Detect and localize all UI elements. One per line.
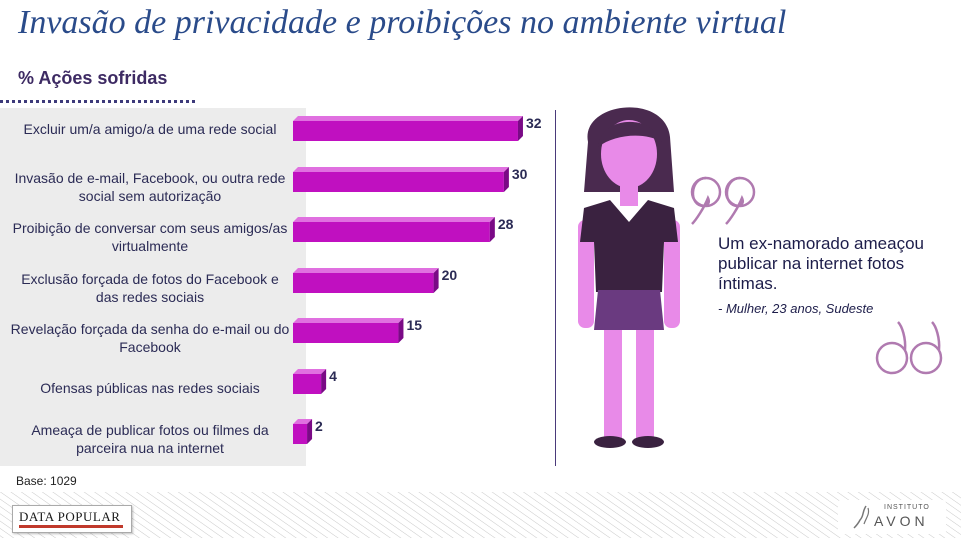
bar-side-3 — [489, 217, 495, 242]
avon-figure-icon — [853, 505, 870, 529]
right-leg — [636, 330, 654, 438]
bar-4 — [293, 273, 434, 293]
avon-label: AVON — [874, 513, 929, 529]
data-label-3: 28 — [498, 216, 514, 232]
left-leg — [604, 330, 622, 438]
shirt-shape — [580, 200, 678, 292]
footer-hatch — [0, 492, 961, 538]
bar-7 — [293, 424, 308, 444]
left-shoe — [594, 436, 626, 448]
bar-side-7 — [307, 419, 313, 444]
bar-2 — [293, 172, 504, 192]
neck-shape — [620, 184, 638, 206]
bar-top-4 — [293, 268, 439, 273]
woman-illustration — [578, 107, 680, 448]
bar-side-2 — [503, 167, 509, 192]
instituto-label: INSTITUTO — [884, 504, 930, 511]
bar-6 — [293, 374, 322, 394]
right-arm — [664, 220, 680, 328]
category-label-3: Proibição de conversar com seus amigos/a… — [12, 220, 288, 254]
chart-subtitle: % Ações sofridas — [18, 68, 168, 88]
skirt-shape — [594, 290, 664, 330]
bar-top-3 — [293, 217, 495, 222]
data-label-7: 2 — [315, 418, 323, 434]
bar-5 — [293, 323, 399, 343]
category-label-2: Invasão de e-mail, Facebook, ou outra re… — [14, 170, 286, 204]
data-popular-logo-text: DATA POPULAR — [19, 509, 121, 524]
data-label-6: 4 — [329, 368, 337, 384]
data-label-1: 32 — [526, 115, 542, 131]
bar-1 — [293, 121, 518, 141]
right-shoe — [632, 436, 664, 448]
category-label-1: Excluir um/a amigo/a de uma rede social — [23, 121, 277, 137]
open-quote-icon — [690, 176, 756, 225]
testimonial-quote: Um ex-namorado ameaçou publicar na inter… — [718, 234, 924, 293]
page-title: Invasão de privacidade e proibições no a… — [18, 4, 787, 41]
category-label-7: Ameaça de publicar fotos ou filmes da pa… — [31, 422, 269, 456]
bar-top-1 — [293, 116, 523, 121]
bar-top-6 — [293, 369, 327, 374]
category-panel — [0, 108, 306, 466]
instituto-avon-logo: INSTITUTO AVON — [838, 500, 946, 534]
bar-side-5 — [398, 318, 404, 343]
data-label-5: 15 — [406, 317, 422, 333]
left-arm — [578, 220, 594, 328]
bar-side-6 — [321, 369, 327, 394]
close-quote-icon — [875, 321, 943, 375]
category-label-6: Ofensas públicas nas redes sociais — [40, 380, 260, 396]
data-label-4: 20 — [442, 267, 458, 283]
bar-top-7 — [293, 419, 313, 424]
category-label-4: Exclusão forçada de fotos do Facebook e … — [21, 271, 279, 305]
vertical-divider — [555, 110, 556, 466]
base-note: Base: 1029 — [16, 474, 77, 488]
bar-side-4 — [433, 268, 439, 293]
dotted-divider — [0, 100, 195, 103]
data-popular-logo: DATA POPULAR — [12, 505, 132, 533]
bar-top-2 — [293, 167, 509, 172]
category-label-5: Revelação forçada da senha do e-mail ou … — [10, 321, 290, 355]
testimonial-attribution: - Mulher, 23 anos, Sudeste — [718, 301, 874, 316]
data-label-2: 30 — [512, 166, 528, 182]
bar-side-1 — [517, 116, 523, 141]
bar-top-5 — [293, 318, 404, 323]
data-popular-logo-bar — [19, 525, 123, 528]
bangs-shape — [598, 121, 662, 147]
bar-3 — [293, 222, 490, 242]
